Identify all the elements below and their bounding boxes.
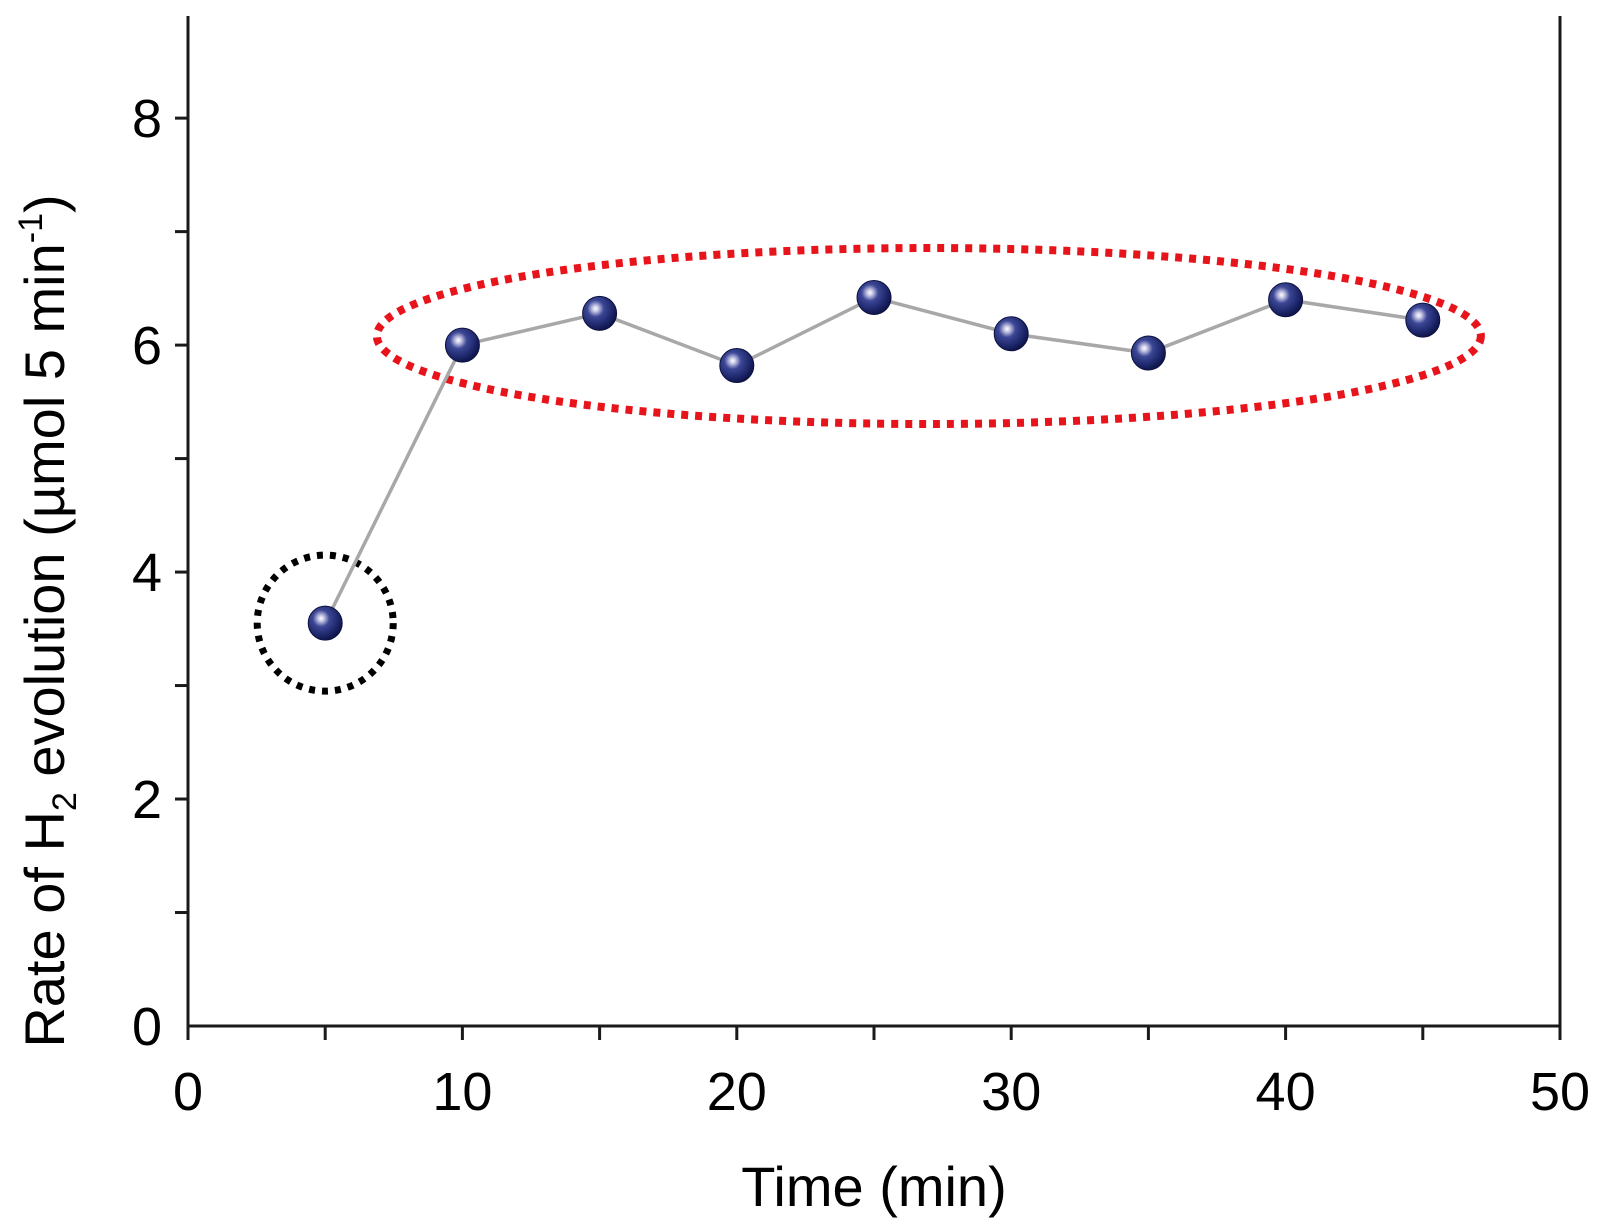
x-tick-label: 20 bbox=[707, 1062, 767, 1122]
data-point bbox=[857, 280, 891, 314]
x-tick-label: 10 bbox=[432, 1062, 492, 1122]
data-point bbox=[994, 317, 1028, 351]
x-tick-label: 40 bbox=[1256, 1062, 1316, 1122]
y-axis-title-subscript: 2 bbox=[46, 792, 84, 811]
data-point bbox=[1269, 283, 1303, 317]
x-tick-label: 30 bbox=[981, 1062, 1041, 1122]
y-tick-label: 8 bbox=[132, 89, 162, 149]
data-point bbox=[583, 296, 617, 330]
y-axis-title-middle: evolution (µmol 5 min bbox=[13, 243, 76, 792]
x-tick-label: 0 bbox=[173, 1062, 203, 1122]
y-tick-label: 0 bbox=[132, 997, 162, 1057]
y-tick-label: 2 bbox=[132, 770, 162, 830]
data-point bbox=[308, 606, 342, 640]
dotted-ellipse-annotation bbox=[377, 248, 1481, 424]
data-point bbox=[1406, 303, 1440, 337]
y-axis-title-suffix: ) bbox=[13, 194, 76, 213]
x-tick-label: 50 bbox=[1530, 1062, 1590, 1122]
y-tick-label: 4 bbox=[132, 543, 162, 603]
data-point bbox=[1131, 336, 1165, 370]
data-point bbox=[445, 328, 479, 362]
x-axis-title: Time (min) bbox=[741, 1155, 1006, 1218]
data-point bbox=[720, 349, 754, 383]
y-axis-title-prefix: Rate of H bbox=[13, 811, 76, 1048]
series-line bbox=[325, 297, 1423, 623]
y-axis-title: Rate of H2 evolution (µmol 5 min-1) bbox=[12, 194, 84, 1047]
y-tick-label: 6 bbox=[132, 316, 162, 376]
y-axis-title-superscript: -1 bbox=[12, 213, 50, 243]
